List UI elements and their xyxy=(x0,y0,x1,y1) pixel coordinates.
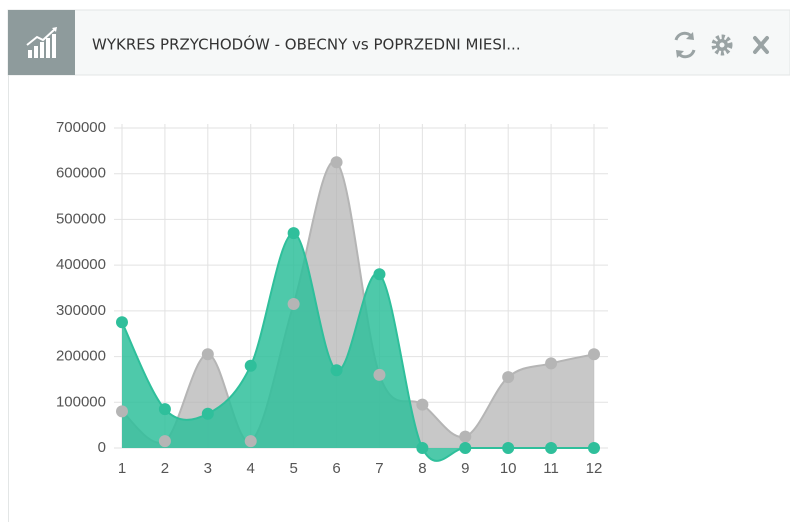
x-tick-label: 7 xyxy=(375,460,383,477)
x-tick-label: 6 xyxy=(332,460,340,477)
data-point xyxy=(116,405,128,418)
data-point xyxy=(287,227,300,240)
x-tick-label: 10 xyxy=(500,460,517,477)
data-point xyxy=(158,435,171,448)
data-point xyxy=(545,442,558,454)
data-point xyxy=(545,357,558,370)
data-point xyxy=(588,442,600,454)
x-tick-label: 11 xyxy=(543,460,559,477)
header-bar xyxy=(7,9,790,76)
data-point xyxy=(287,298,300,310)
y-tick-label: 700000 xyxy=(56,119,106,136)
y-tick-label: 200000 xyxy=(56,348,106,365)
y-tick-label: 500000 xyxy=(56,210,106,227)
data-point xyxy=(244,359,257,372)
x-tick-label: 8 xyxy=(418,460,426,477)
x-tick-label: 5 xyxy=(289,460,297,477)
data-point xyxy=(244,435,257,448)
data-point xyxy=(502,371,515,384)
data-point xyxy=(201,348,214,361)
y-tick-label: 300000 xyxy=(56,302,106,319)
data-point xyxy=(373,268,386,281)
series-area xyxy=(122,233,594,461)
x-tick-label: 9 xyxy=(461,460,469,477)
widget-title: WYKRES PRZYCHODÓW - OBECNY vs POPRZEDNI … xyxy=(92,35,521,54)
data-point xyxy=(588,348,600,361)
data-point xyxy=(459,442,472,454)
x-tick-label: 3 xyxy=(204,460,212,477)
y-tick-label: 0 xyxy=(98,439,106,456)
chart-icon xyxy=(26,27,57,58)
data-point xyxy=(201,407,214,420)
close-icon[interactable] xyxy=(753,36,769,54)
series-area xyxy=(122,161,594,449)
data-point xyxy=(416,398,429,411)
y-tick-label: 600000 xyxy=(56,165,106,182)
data-point xyxy=(459,430,472,443)
y-tick-label: 400000 xyxy=(56,256,106,273)
x-tick-label: 1 xyxy=(118,460,126,477)
data-point xyxy=(502,442,515,454)
data-point xyxy=(330,156,343,169)
x-tick-label: 4 xyxy=(247,460,255,477)
data-point xyxy=(330,364,343,377)
data-point xyxy=(116,316,128,329)
data-point xyxy=(416,442,429,454)
x-tick-label: 2 xyxy=(161,460,169,477)
data-point xyxy=(373,368,386,381)
x-tick-label: 12 xyxy=(586,460,603,477)
data-point xyxy=(158,403,171,416)
refresh-icon[interactable] xyxy=(674,31,696,59)
settings-icon[interactable] xyxy=(711,34,733,56)
y-tick-label: 100000 xyxy=(56,393,106,410)
